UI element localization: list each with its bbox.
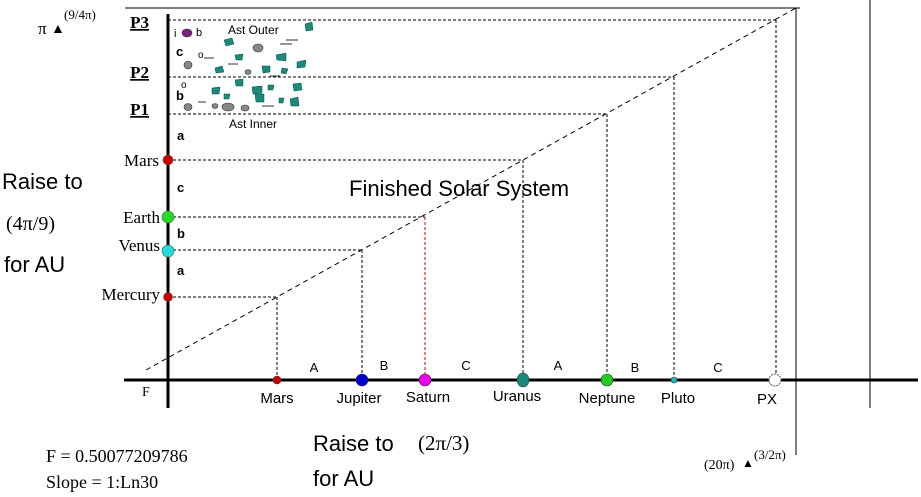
x-label-saturn: Saturn — [406, 389, 450, 406]
x-gap-b-2: B — [631, 360, 640, 375]
p3-marker — [181, 28, 193, 38]
gap-letter-c-belt: c — [176, 44, 183, 59]
x-marker-saturn — [418, 373, 432, 387]
x-gap-c-1: C — [461, 358, 470, 373]
x-label-mars: Mars — [260, 390, 293, 407]
bottom-note-line1: Raise to — [313, 431, 394, 456]
y-marker-venus — [161, 244, 175, 258]
x-gap-b-1: B — [380, 358, 389, 373]
x-marker-jupiter — [355, 373, 369, 387]
gap-letter-a-2: a — [177, 263, 185, 278]
asteroid-belt: i b Ast Outer Ast Inner o o — [174, 21, 314, 131]
slope-line — [145, 7, 797, 371]
gap-letter-a-1: a — [177, 128, 185, 143]
x-marker-neptune — [600, 373, 614, 387]
x-gap-a-2: A — [554, 358, 563, 373]
belt-small-o-2: o — [181, 80, 187, 91]
left-note-expr: (4π/9) — [6, 213, 55, 235]
y-corner-symbol: π — [38, 19, 47, 38]
x-label-neptune: Neptune — [579, 390, 636, 407]
label-p1: P1 — [130, 100, 149, 119]
x-marker-px — [768, 373, 782, 387]
formula-f-value: F = 0.50077209786 — [46, 446, 188, 466]
formula-slope: Slope = 1:Ln30 — [46, 472, 158, 492]
y-marker-mars — [162, 154, 174, 166]
y-marker-mercury — [163, 292, 173, 302]
x-marker-uranus — [516, 372, 530, 388]
label-earth: Earth — [123, 208, 160, 227]
left-note-line3: for AU — [4, 252, 65, 277]
label-venus: Venus — [118, 236, 160, 255]
x-gap-a-1: A — [310, 360, 319, 375]
x-marker-mars — [272, 375, 282, 385]
x-label-uranus: Uranus — [493, 388, 541, 405]
belt-top-mark-i: i — [174, 28, 176, 40]
gap-letter-b-belt: b — [176, 88, 184, 103]
x-corner-exponent: (3/2π) — [754, 447, 786, 462]
x-label-jupiter: Jupiter — [336, 390, 381, 407]
belt-top-mark-b: b — [196, 27, 202, 39]
x-label-pluto: Pluto — [661, 390, 695, 407]
bottom-note-line2: for AU — [313, 466, 374, 491]
x-gap-c-2: C — [713, 360, 722, 375]
label-p2: P2 — [130, 63, 149, 82]
label-mercury: Mercury — [101, 285, 160, 304]
label-mars-y: Mars — [124, 151, 159, 170]
asteroid-inner-label: Ast Inner — [229, 117, 277, 131]
x-marker-pluto — [670, 376, 678, 384]
asteroid-outer-label: Ast Outer — [228, 23, 279, 37]
x-corner-arrow: ▲ — [742, 456, 754, 470]
y-marker-earth — [161, 210, 175, 224]
origin-label: F — [142, 385, 150, 400]
bottom-note-expr: (2π/3) — [418, 431, 469, 455]
belt-small-o-1: o — [198, 50, 204, 61]
gap-letter-c-2: c — [177, 180, 184, 195]
y-corner-exponent: (9/4π) — [64, 7, 96, 22]
y-corner-arrow: ▲ — [51, 20, 65, 36]
label-p3: P3 — [130, 13, 149, 32]
diagram-title: Finished Solar System — [349, 176, 569, 201]
gap-letter-b-2: b — [177, 226, 185, 241]
x-label-px: PX — [757, 391, 777, 408]
x-corner-base: (20π) — [704, 458, 735, 473]
left-note-line1: Raise to — [2, 169, 83, 194]
